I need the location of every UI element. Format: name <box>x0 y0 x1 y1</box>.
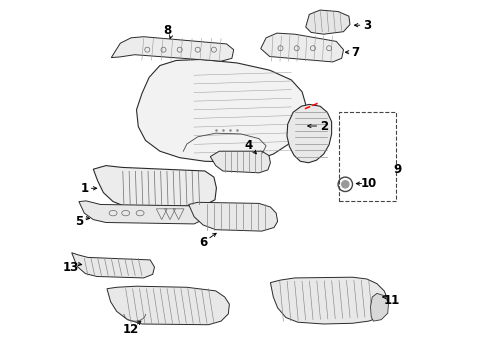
Polygon shape <box>260 33 343 62</box>
Polygon shape <box>270 277 387 324</box>
Text: 9: 9 <box>392 163 401 176</box>
Text: 4: 4 <box>244 139 252 152</box>
Text: 5: 5 <box>75 215 83 228</box>
Text: 13: 13 <box>63 261 79 274</box>
Polygon shape <box>370 293 387 321</box>
Polygon shape <box>72 253 154 278</box>
Polygon shape <box>93 166 216 206</box>
Circle shape <box>341 181 348 188</box>
Text: 8: 8 <box>163 24 171 37</box>
Text: 2: 2 <box>319 120 327 132</box>
Text: 3: 3 <box>362 19 370 32</box>
Polygon shape <box>107 286 229 325</box>
Text: 11: 11 <box>383 294 399 307</box>
Polygon shape <box>79 201 204 224</box>
Text: 1: 1 <box>80 182 88 195</box>
Text: 7: 7 <box>350 46 359 59</box>
Polygon shape <box>210 151 270 173</box>
Polygon shape <box>136 59 305 162</box>
Text: 10: 10 <box>360 177 376 190</box>
Polygon shape <box>286 104 331 163</box>
Polygon shape <box>111 37 233 61</box>
Polygon shape <box>188 202 277 231</box>
Polygon shape <box>305 10 349 34</box>
Text: 6: 6 <box>199 237 207 249</box>
Text: 12: 12 <box>122 323 139 336</box>
